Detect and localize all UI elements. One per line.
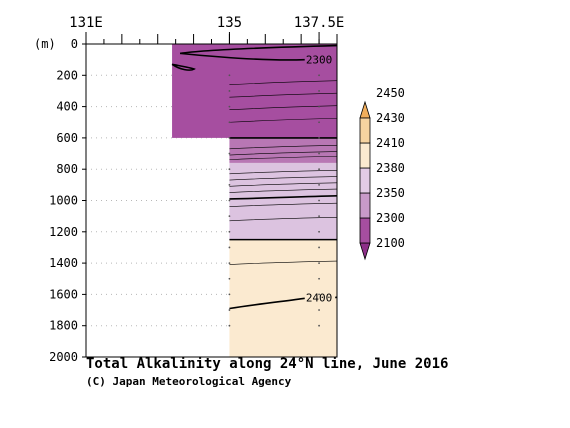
station-dot-1375-1200 <box>318 231 320 233</box>
station-dot-1375-300 <box>318 90 320 92</box>
station-dot-135-200 <box>229 74 231 76</box>
station-dot-1375-700 <box>318 153 320 155</box>
colorbar-label-2300: 2300 <box>376 211 405 225</box>
station-dot-135-1100 <box>229 215 231 217</box>
station-dot-135-300 <box>229 90 231 92</box>
colorbar-swatch-2 <box>360 193 370 218</box>
station-dot-135-800 <box>229 168 231 170</box>
x-tick-label-0: 131E <box>69 15 103 31</box>
y-tick-label-400: 400 <box>56 100 78 114</box>
y-axis-label: (m) <box>34 37 56 51</box>
y-tick-label-1800: 1800 <box>49 319 78 333</box>
colorbar-label-2380: 2380 <box>376 161 405 175</box>
y-tick-label-1200: 1200 <box>49 225 78 239</box>
station-dot-1375-1800 <box>318 325 320 327</box>
y-tick-label-800: 800 <box>56 162 78 176</box>
station-dot-135-500 <box>229 121 231 123</box>
station-dot-135-900 <box>229 184 231 186</box>
station-dot-1375-1300 <box>318 247 320 249</box>
band-2350-2380 <box>229 163 337 240</box>
y-tick-label-1400: 1400 <box>49 256 78 270</box>
station-dot-135-1300 <box>229 247 231 249</box>
colorbar-label-2410: 2410 <box>376 136 405 150</box>
colorbar-label-2350: 2350 <box>376 186 405 200</box>
station-dot-135-1400 <box>229 262 231 264</box>
x-tick-label-2: 137.5E <box>294 15 345 31</box>
station-dot-135-1000 <box>229 200 231 202</box>
colorbar-swatch-3 <box>360 168 370 193</box>
station-dot-1375-1400 <box>318 262 320 264</box>
station-dot-1375-200 <box>318 74 320 76</box>
station-dot-1375-1700 <box>318 309 320 311</box>
colorbar-swatch-4 <box>360 143 370 168</box>
y-tick-label-1000: 1000 <box>49 194 78 208</box>
station-dot-1375-500 <box>318 121 320 123</box>
station-dot-1375-900 <box>318 184 320 186</box>
station-dot-135-700 <box>229 153 231 155</box>
colorbar-label-2450: 2450 <box>376 86 405 100</box>
station-dot-1375-1100 <box>318 215 320 217</box>
chart-title: Total Alkalinity along 24°N line, June 2… <box>86 356 448 372</box>
station-dot-1375-800 <box>318 168 320 170</box>
y-tick-label-600: 600 <box>56 131 78 145</box>
station-dot-135-600 <box>229 137 231 139</box>
y-tick-label-1600: 1600 <box>49 287 78 301</box>
chart-credit: (C) Japan Meteorological Agency <box>86 375 291 388</box>
station-dot-1375-1000 <box>318 200 320 202</box>
station-dot-135-1600 <box>229 294 231 296</box>
station-dot-1375-1500 <box>318 278 320 280</box>
colorbar-low-triangle <box>360 243 370 259</box>
contour-label-2400: 2400 <box>306 292 333 305</box>
station-dot-135-1700 <box>229 309 231 311</box>
colorbar-high-triangle <box>360 102 370 118</box>
y-tick-label-2000: 2000 <box>49 350 78 364</box>
station-dot-135-400 <box>229 106 231 108</box>
contour-label-2300: 2300 <box>306 54 333 67</box>
colorbar-label-2100: 2100 <box>376 236 405 250</box>
station-dot-135-1200 <box>229 231 231 233</box>
x-tick-label-1: 135 <box>217 15 242 31</box>
y-tick-label-200: 200 <box>56 68 78 82</box>
station-dot-135-1500 <box>229 278 231 280</box>
colorbar-label-2430: 2430 <box>376 111 405 125</box>
station-dot-1375-1600 <box>318 294 320 296</box>
station-dot-1375-400 <box>318 106 320 108</box>
station-dot-135-1800 <box>229 325 231 327</box>
station-dot-1375-600 <box>318 137 320 139</box>
colorbar-swatch-1 <box>360 218 370 243</box>
y-tick-label-0: 0 <box>71 37 78 51</box>
colorbar-swatch-5 <box>360 118 370 143</box>
